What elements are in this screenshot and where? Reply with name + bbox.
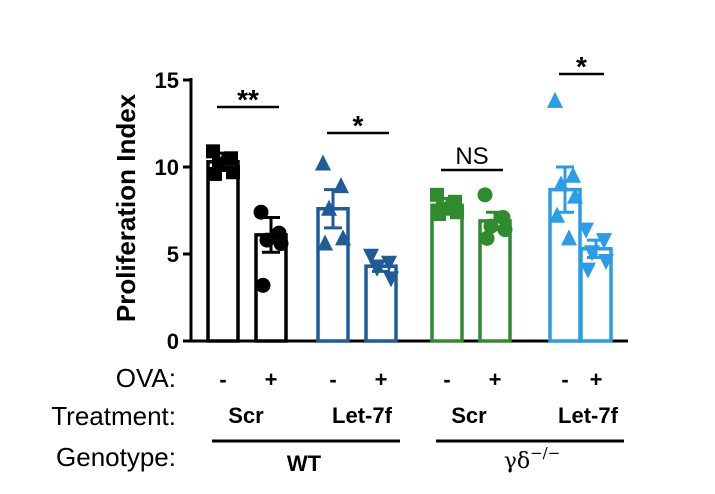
treatment-row-label: Treatment:	[51, 401, 176, 431]
ova-sign: +	[590, 367, 603, 392]
significance-label: NS	[455, 143, 488, 170]
data-point	[259, 232, 275, 248]
y-tick-label: 0	[167, 329, 179, 354]
ova-sign: +	[489, 367, 502, 392]
ova-sign: -	[561, 367, 568, 392]
ova-sign: -	[219, 367, 226, 392]
genotype-label-ko-base: γδ	[504, 449, 530, 474]
data-point	[477, 187, 493, 203]
y-tick-label: 5	[167, 242, 179, 267]
data-point	[567, 187, 583, 204]
genotype-label-ko: γδ−/−	[504, 444, 561, 474]
genotype-label-wt: WT	[287, 451, 322, 476]
data-point	[596, 233, 612, 250]
treatment-label-wt-scr: Scr	[228, 403, 264, 428]
data-point	[335, 229, 351, 246]
data-point	[363, 248, 379, 265]
data-point	[598, 253, 614, 270]
ova-sign: -	[329, 367, 336, 392]
data-point	[253, 204, 269, 220]
data-point	[584, 245, 600, 262]
genotype-label-ko-sup: −/−	[530, 444, 560, 462]
data-point	[580, 262, 596, 279]
data-point	[450, 205, 464, 220]
data-point	[561, 229, 577, 246]
y-tick-label: 15	[155, 68, 179, 93]
treatment-label-ko-let7f: Let-7f	[558, 403, 619, 428]
data-point	[333, 177, 349, 194]
data-point	[381, 255, 397, 272]
bar	[206, 160, 240, 343]
significance-label: **	[237, 84, 259, 115]
data-point	[483, 218, 499, 234]
data-point	[317, 234, 333, 251]
data-point	[549, 206, 565, 223]
y-axis-title: Proliferation Index	[111, 93, 141, 322]
data-point	[273, 236, 289, 252]
data-point	[479, 230, 495, 246]
data-point	[547, 91, 563, 108]
genotype-row-label: Genotype:	[56, 442, 176, 472]
data-point	[208, 166, 222, 181]
data-point	[224, 151, 238, 166]
data-point	[226, 165, 240, 180]
data-point	[495, 209, 511, 225]
y-tick-label: 10	[155, 155, 179, 180]
data-point	[383, 271, 399, 288]
data-point	[321, 199, 337, 216]
data-point	[565, 166, 581, 183]
data-point	[315, 154, 331, 171]
bar	[430, 203, 464, 343]
ova-sign: +	[265, 367, 278, 392]
significance-label: *	[576, 51, 587, 82]
treatment-label-wt-let7f: Let-7f	[332, 403, 393, 428]
data-point	[578, 222, 594, 239]
ova-row-label: OVA:	[116, 363, 176, 393]
data-point	[432, 206, 446, 221]
data-point	[369, 260, 385, 277]
data-point	[553, 175, 569, 192]
data-point	[255, 277, 271, 293]
data-point	[497, 222, 513, 238]
significance-label: *	[353, 110, 364, 141]
data-point	[430, 187, 444, 202]
data-point	[206, 144, 220, 159]
ova-sign: +	[375, 367, 388, 392]
ova-sign: -	[443, 367, 450, 392]
treatment-label-ko-scr: Scr	[451, 403, 487, 428]
